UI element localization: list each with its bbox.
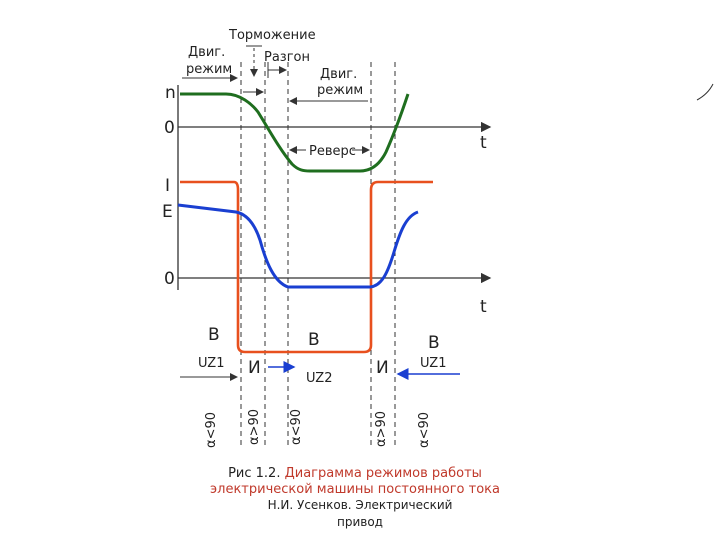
- alpha-label-5: α<90: [417, 412, 432, 448]
- alpha-label-2: α>90: [247, 409, 262, 445]
- credit-line-2: привод: [337, 515, 383, 529]
- uz2-label: UZ2: [306, 371, 332, 386]
- mode-v-right: В: [428, 333, 440, 353]
- figure-credit: Н.И. Усенков. Электрический привод: [250, 497, 470, 531]
- caption-prefix: Рис 1.2.: [228, 466, 281, 481]
- dvig-rezhim-1-line2: режим: [186, 62, 232, 77]
- inv-left-label: И: [248, 358, 261, 378]
- uz1-left-label: UZ1: [198, 356, 224, 371]
- axis-I-label: I: [165, 176, 170, 196]
- razgon-label: Разгон: [264, 50, 310, 65]
- zero-top-label: 0: [164, 118, 175, 138]
- credit-line-1: Н.И. Усенков. Электрический: [267, 498, 453, 512]
- axis-n-label: n: [165, 83, 176, 103]
- t-bottom-label: t: [480, 297, 487, 317]
- t-top-label: t: [480, 133, 487, 153]
- emf-curve: [177, 203, 419, 289]
- figure-caption: Рис 1.2. Диаграмма режимов работы электр…: [180, 466, 530, 498]
- dvig-rezhim-2-line1: Двиг.: [320, 67, 357, 82]
- current-curve: [180, 180, 433, 354]
- axis-E-label: E: [162, 202, 173, 222]
- caption-title: Диаграмма режимов работы электрической м…: [210, 466, 500, 497]
- uz1-right-label: UZ1: [420, 356, 446, 371]
- zero-bottom-label: 0: [164, 269, 175, 289]
- tormozhenie-label: Торможение: [228, 28, 316, 43]
- dvig-rezhim-2-line2: режим: [317, 83, 363, 98]
- revers-label: Реверс: [309, 144, 356, 159]
- dvig-rezhim-1-line1: Двиг.: [188, 45, 225, 60]
- alpha-label-3: α<90: [289, 409, 304, 445]
- pen-stroke-mark: [696, 83, 714, 101]
- alpha-label-4: α>90: [374, 411, 389, 447]
- speed-curve: [180, 92, 410, 173]
- mode-v-mid: В: [308, 330, 320, 350]
- inv-right-label: И: [376, 358, 389, 378]
- mode-v-left: В: [208, 325, 220, 345]
- alpha-label-1: α<90: [204, 412, 219, 448]
